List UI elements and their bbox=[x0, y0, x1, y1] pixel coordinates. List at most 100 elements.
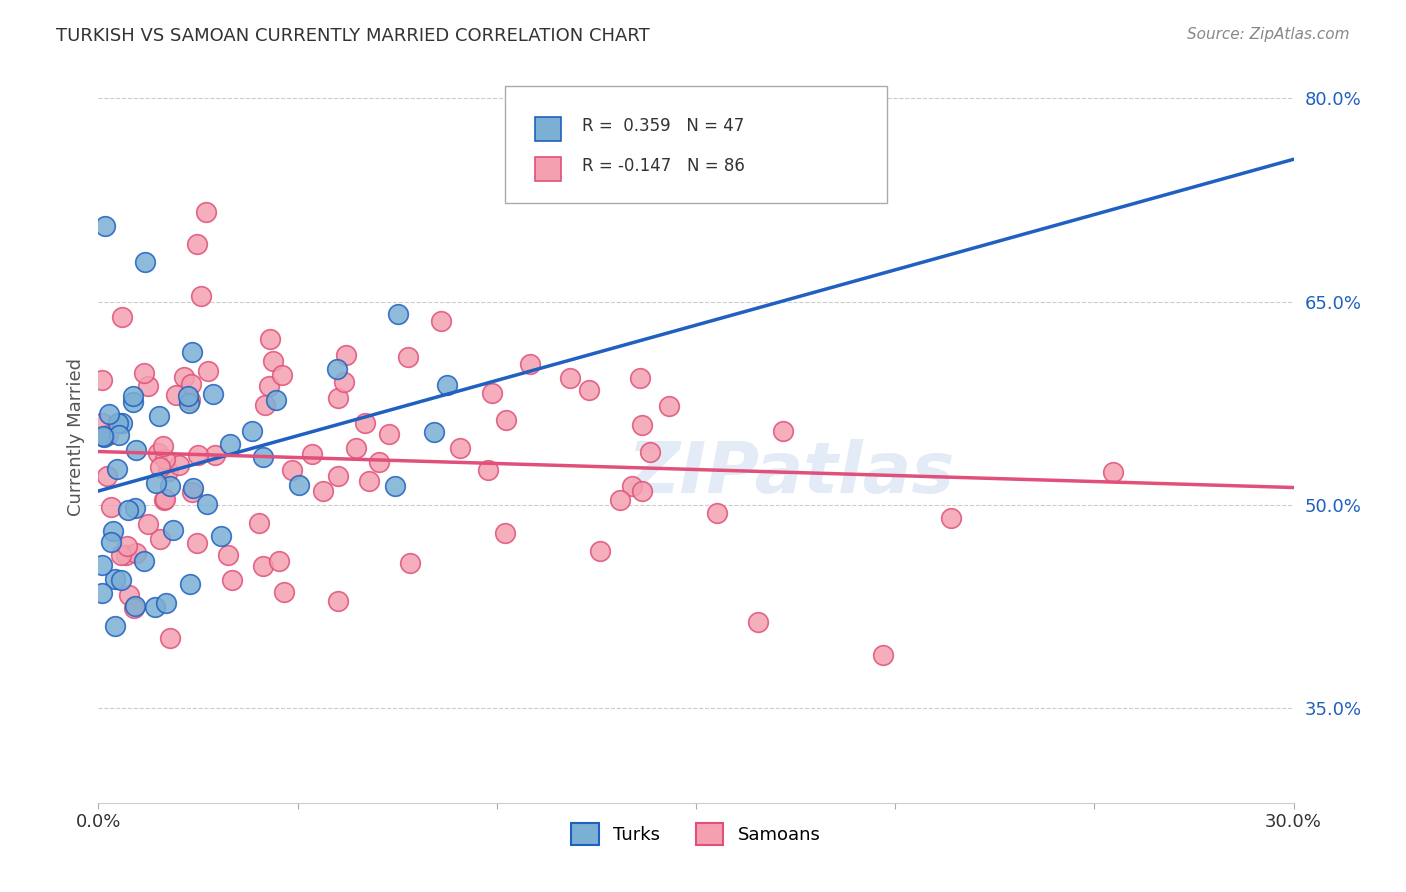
Point bbox=[267, 554, 290, 568]
Point bbox=[100, 500, 122, 514]
Point bbox=[326, 361, 349, 376]
Point bbox=[179, 392, 201, 407]
Point bbox=[259, 379, 281, 393]
Point bbox=[377, 426, 399, 441]
Point bbox=[180, 376, 202, 391]
Point bbox=[481, 385, 503, 400]
Point bbox=[91, 585, 114, 599]
Point bbox=[159, 479, 181, 493]
Point bbox=[266, 393, 288, 408]
Point bbox=[173, 369, 195, 384]
Point bbox=[91, 416, 114, 430]
Point bbox=[132, 554, 155, 568]
Point bbox=[124, 500, 146, 515]
Point bbox=[124, 442, 146, 457]
Point bbox=[122, 600, 145, 615]
Point bbox=[494, 525, 516, 540]
Point bbox=[398, 556, 420, 570]
Point bbox=[357, 474, 380, 488]
Point bbox=[115, 539, 138, 553]
Point bbox=[111, 310, 134, 324]
Point bbox=[396, 350, 419, 364]
Point bbox=[100, 534, 122, 549]
Point bbox=[259, 332, 281, 346]
Point bbox=[449, 441, 471, 455]
Point bbox=[91, 558, 114, 572]
Point bbox=[747, 615, 769, 629]
Point bbox=[287, 477, 309, 491]
Point bbox=[312, 484, 335, 499]
Point bbox=[180, 485, 202, 500]
Text: R =  0.359   N = 47: R = 0.359 N = 47 bbox=[582, 117, 745, 136]
Point bbox=[149, 532, 172, 546]
Point bbox=[1101, 465, 1123, 479]
Point bbox=[94, 219, 117, 233]
Point bbox=[121, 389, 143, 403]
Point bbox=[97, 407, 120, 421]
Point bbox=[148, 409, 170, 423]
Point bbox=[111, 416, 134, 430]
Point bbox=[631, 484, 654, 499]
Point bbox=[162, 523, 184, 537]
Point bbox=[136, 379, 159, 393]
Point bbox=[153, 492, 176, 507]
Point bbox=[124, 599, 146, 614]
Point bbox=[186, 536, 208, 550]
Point bbox=[609, 493, 631, 508]
Point bbox=[202, 386, 225, 401]
Point bbox=[558, 371, 581, 385]
Point bbox=[344, 442, 367, 456]
Point bbox=[118, 588, 141, 602]
Point bbox=[152, 439, 174, 453]
Point bbox=[423, 425, 446, 439]
Point bbox=[270, 368, 292, 383]
Point bbox=[167, 458, 190, 472]
Point bbox=[195, 204, 218, 219]
Point bbox=[143, 600, 166, 615]
Point bbox=[136, 516, 159, 531]
Point bbox=[105, 462, 128, 476]
Point bbox=[333, 375, 356, 389]
Point bbox=[252, 450, 274, 464]
Point bbox=[195, 497, 218, 511]
Y-axis label: Currently Married: Currently Married bbox=[66, 358, 84, 516]
Point bbox=[326, 594, 349, 608]
Point bbox=[217, 548, 239, 562]
Text: ZIPatlas: ZIPatlas bbox=[628, 439, 955, 508]
Point bbox=[96, 469, 118, 483]
Point bbox=[110, 549, 132, 563]
Point bbox=[872, 648, 894, 662]
Point bbox=[384, 479, 406, 493]
Point bbox=[180, 345, 202, 359]
Point bbox=[281, 463, 304, 477]
Point bbox=[107, 427, 129, 442]
Point bbox=[107, 416, 129, 430]
Legend: Turks, Samoans: Turks, Samoans bbox=[564, 816, 828, 852]
Point bbox=[706, 506, 728, 520]
Point bbox=[301, 447, 323, 461]
FancyBboxPatch shape bbox=[505, 86, 887, 203]
Point bbox=[430, 314, 453, 328]
Point bbox=[628, 370, 651, 384]
Point bbox=[115, 549, 138, 563]
Point bbox=[156, 464, 179, 478]
Point bbox=[186, 236, 208, 251]
Point bbox=[495, 413, 517, 427]
Point bbox=[110, 573, 132, 587]
Point bbox=[247, 516, 270, 531]
Point bbox=[97, 427, 120, 442]
Point bbox=[631, 417, 654, 432]
Point bbox=[209, 529, 232, 543]
Point bbox=[772, 424, 794, 438]
Point bbox=[145, 475, 167, 490]
Point bbox=[335, 348, 357, 362]
Point bbox=[159, 631, 181, 645]
Point bbox=[387, 306, 409, 320]
Point bbox=[254, 398, 277, 412]
Point bbox=[91, 429, 114, 443]
Point bbox=[436, 377, 458, 392]
Point bbox=[148, 446, 170, 460]
Point bbox=[179, 576, 201, 591]
Point bbox=[218, 437, 240, 451]
Point bbox=[519, 357, 541, 371]
